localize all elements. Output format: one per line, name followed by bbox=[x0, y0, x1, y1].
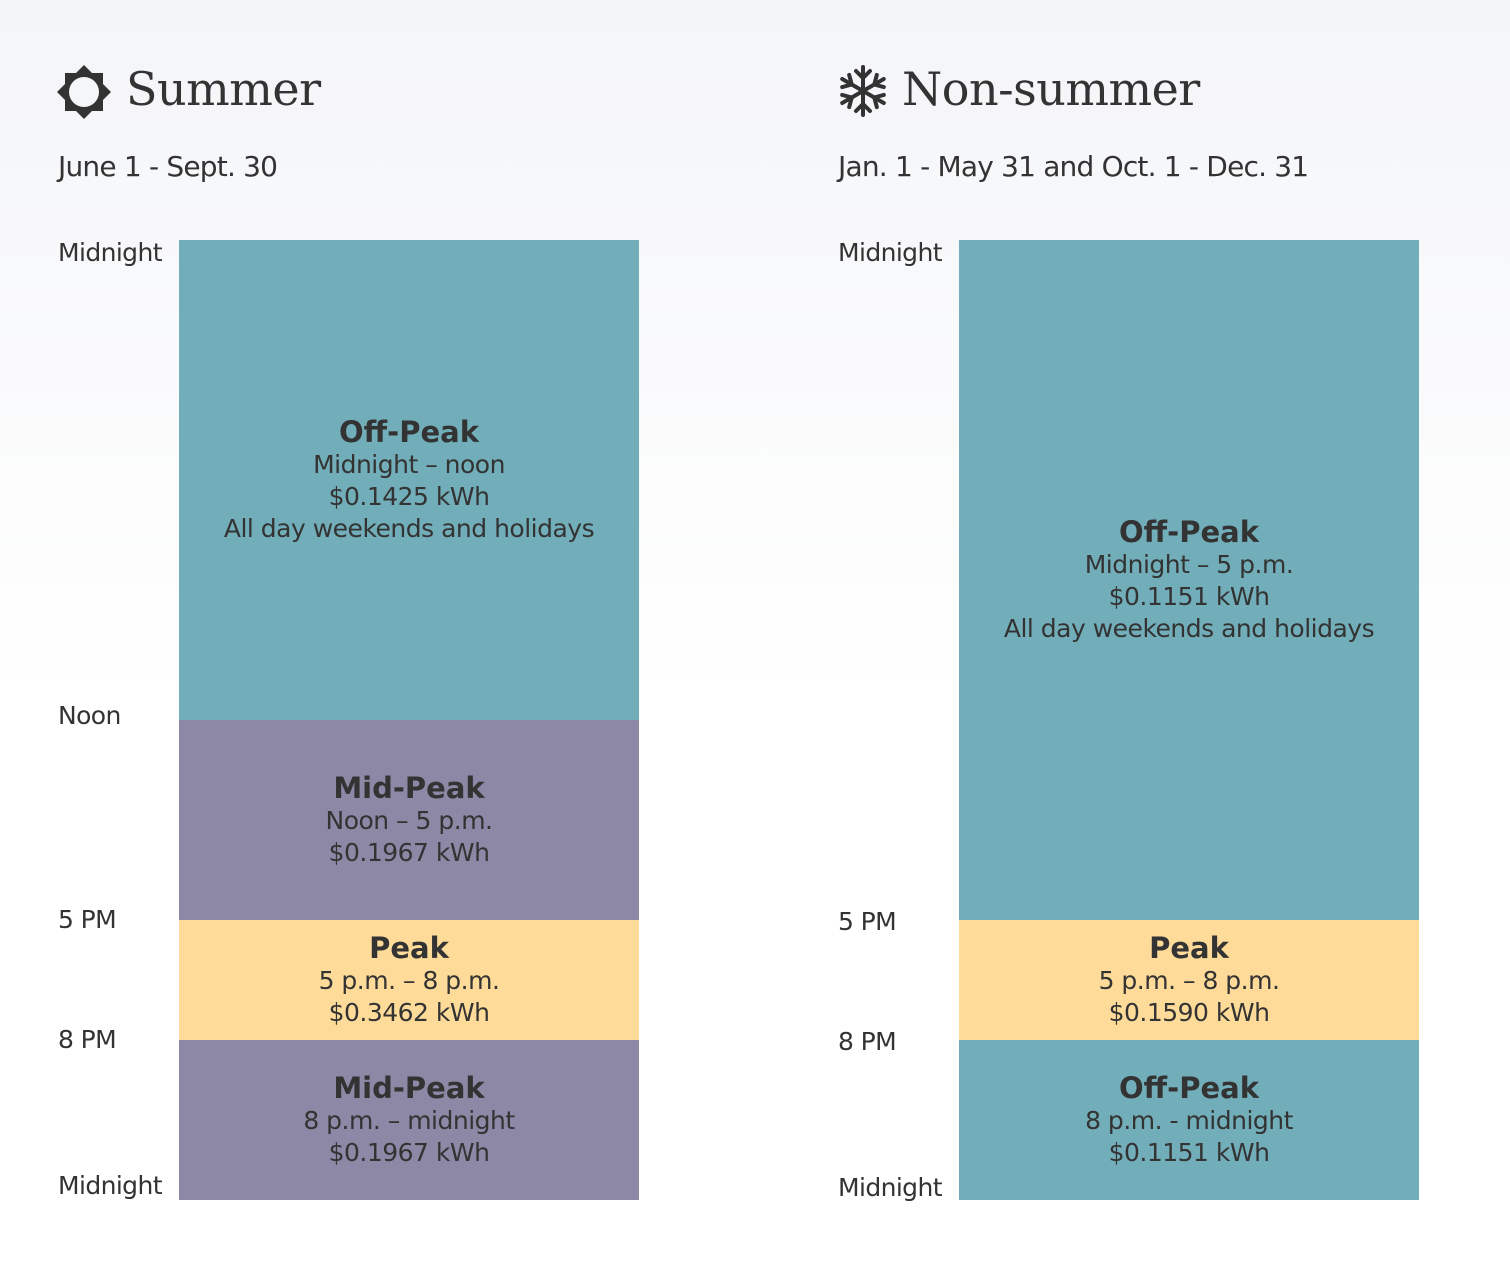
block-name: Off-Peak bbox=[1119, 515, 1259, 549]
rate-block: Off-Peak Midnight – noon $0.1425 kWh All da… bbox=[179, 240, 639, 720]
block-line: $0.1151 kWh bbox=[1108, 1138, 1270, 1167]
date-range: Jan. 1 - May 31 and Oct. 1 - Dec. 31 bbox=[838, 150, 1309, 183]
time-label: Midnight bbox=[58, 238, 163, 267]
block-line: Noon – 5 p.m. bbox=[325, 806, 494, 835]
block-line: $0.1967 kWh bbox=[328, 1138, 490, 1167]
block-name: Mid-Peak bbox=[333, 1071, 485, 1105]
block-line: $0.3462 kWh bbox=[328, 998, 490, 1027]
time-label: Midnight bbox=[838, 238, 943, 267]
rate-block: Mid-Peak Noon – 5 p.m. $0.1967 kWh bbox=[179, 720, 639, 920]
block-line: 5 p.m. – 8 p.m. bbox=[1098, 966, 1280, 995]
rate-block: Peak 5 p.m. – 8 p.m. $0.3462 kWh bbox=[179, 920, 639, 1040]
snowflake-icon bbox=[836, 65, 890, 117]
time-label: Midnight bbox=[58, 1171, 163, 1200]
column-title: Summer bbox=[126, 62, 321, 116]
time-label: 8 PM bbox=[58, 1025, 117, 1054]
time-label: Noon bbox=[58, 701, 121, 730]
time-label: 5 PM bbox=[58, 905, 117, 934]
block-name: Mid-Peak bbox=[333, 771, 485, 805]
time-label: 5 PM bbox=[838, 907, 897, 936]
rate-block: Off-Peak 8 p.m. - midnight $0.1151 kWh bbox=[959, 1040, 1419, 1200]
sun-icon bbox=[57, 65, 111, 119]
block-line: Midnight – noon bbox=[313, 450, 505, 479]
block-line: 8 p.m. – midnight bbox=[303, 1106, 515, 1135]
block-name: Peak bbox=[1149, 931, 1229, 965]
block-line: $0.1590 kWh bbox=[1108, 998, 1270, 1027]
block-line: 5 p.m. – 8 p.m. bbox=[318, 966, 500, 995]
block-line: $0.1967 kWh bbox=[328, 838, 490, 867]
block-line: $0.1151 kWh bbox=[1108, 582, 1270, 611]
time-label: 8 PM bbox=[838, 1027, 897, 1056]
rate-block: Mid-Peak 8 p.m. – midnight $0.1967 kWh bbox=[179, 1040, 639, 1200]
block-line: Midnight – 5 p.m. bbox=[1084, 550, 1294, 579]
block-line: All day weekends and holidays bbox=[1003, 614, 1375, 643]
block-name: Off-Peak bbox=[339, 415, 479, 449]
block-name: Peak bbox=[369, 931, 449, 965]
block-line: 8 p.m. - midnight bbox=[1085, 1106, 1293, 1135]
time-label: Midnight bbox=[838, 1173, 943, 1202]
block-line: All day weekends and holidays bbox=[223, 514, 595, 543]
date-range: June 1 - Sept. 30 bbox=[58, 150, 278, 183]
rate-block: Peak 5 p.m. – 8 p.m. $0.1590 kWh bbox=[959, 920, 1419, 1040]
block-name: Off-Peak bbox=[1119, 1071, 1259, 1105]
column-title: Non-summer bbox=[902, 62, 1200, 116]
block-line: $0.1425 kWh bbox=[328, 482, 490, 511]
rate-block: Off-Peak Midnight – 5 p.m. $0.1151 kWh All … bbox=[959, 240, 1419, 920]
